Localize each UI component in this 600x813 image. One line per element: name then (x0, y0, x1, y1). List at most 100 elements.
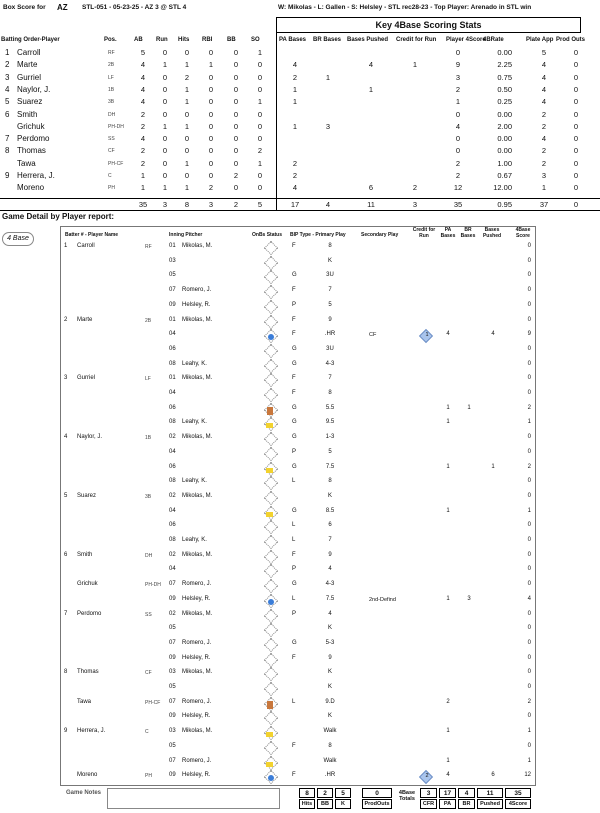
bases-pushed: 6 (491, 772, 495, 779)
pitcher: Mikolas, M. (182, 316, 213, 323)
cell-po: 0 (573, 134, 579, 144)
primary-play: 9 (328, 551, 332, 558)
4base-score: 0 (527, 257, 531, 264)
pa-bases: 1 (446, 595, 450, 602)
player-pos: CF (108, 148, 115, 155)
game-detail-table: Batter # - Player Name Inning Pitcher OnBs… (60, 226, 536, 786)
bip-type: L (292, 537, 296, 543)
player-name: Thomas (17, 146, 46, 156)
inning: 01 (169, 243, 176, 249)
bip-type: F (292, 316, 296, 323)
footer-bp-label: Pushed (477, 799, 503, 809)
onbase-diamond (263, 681, 279, 697)
primary-play: 4 (328, 610, 332, 617)
inning: 02 (169, 492, 176, 499)
onbase-diamond (263, 373, 279, 388)
player-name: Moreno (17, 183, 45, 193)
cell-p4: 0 (455, 146, 461, 156)
4base-score: 0 (527, 360, 531, 367)
cell-p4: 1 (455, 97, 461, 107)
pa-bases: 2 (446, 698, 450, 705)
bip-type: F (292, 551, 296, 558)
cell-pa: 4 (292, 60, 298, 70)
footer-prodouts-value: 0 (362, 788, 392, 798)
pitcher: Leahy, K. (182, 360, 207, 367)
primary-play: K (327, 492, 332, 499)
footer-pa-label: PA (439, 799, 456, 809)
batter-name: Gurriel (77, 375, 96, 382)
4base-score: 2 (527, 463, 531, 470)
cell-app: 2 (541, 109, 547, 119)
cell-po: 0 (573, 146, 579, 156)
inning: 06 (169, 522, 176, 529)
cell-r: 0 (162, 84, 168, 94)
primary-play: .HR (324, 772, 336, 779)
order-number: 9 (5, 171, 10, 180)
cell-h: 0 (184, 146, 190, 156)
col-header-p4: Player 4Score (446, 37, 486, 43)
cell-p4: 9 (455, 60, 461, 70)
inning: 02 (169, 434, 176, 441)
total-pa: 17 (290, 200, 300, 209)
col-header-rbi: RBI (202, 37, 213, 43)
player-name: Perdomo (17, 134, 50, 144)
cell-p4: 2 (455, 84, 461, 94)
4base-score: 0 (527, 684, 531, 690)
inning: 02 (169, 551, 176, 558)
cell-h: 1 (184, 183, 190, 193)
bip-type: L (292, 698, 296, 705)
footer-hits-label: Hits (299, 799, 315, 809)
inning: 06 (169, 404, 176, 411)
inning: 02 (169, 610, 176, 617)
cell-app: 4 (541, 60, 547, 70)
primary-play: 9.5 (325, 419, 335, 426)
pitcher: Mikolas, M. (182, 610, 213, 617)
player-name: Smith (17, 109, 38, 119)
inning: 06 (169, 345, 176, 352)
cell-ab: 4 (140, 84, 146, 94)
pa-bases: 4 (446, 331, 450, 338)
credit-for-run: 1 (425, 332, 429, 339)
cell-po: 0 (573, 171, 579, 180)
detail-header-cfr: Credit for Run (412, 227, 436, 239)
onbase-diamond (263, 534, 279, 550)
bip-type: P (292, 301, 297, 308)
primary-play: Walk (323, 757, 337, 764)
cell-h: 1 (184, 158, 190, 168)
inning: 07 (169, 287, 176, 294)
order-number: 3 (5, 72, 10, 82)
total-bb: 2 (233, 200, 239, 209)
4base-score: 0 (527, 639, 531, 646)
col-header-cfr: Credit for Run (396, 37, 437, 43)
primary-play: 9 (328, 316, 332, 323)
game-notes-field[interactable] (107, 788, 280, 809)
single-marker (266, 761, 273, 767)
primary-play: .HR (324, 331, 336, 338)
primary-play: K (327, 257, 332, 264)
batter-name: Moreno (77, 772, 98, 779)
cell-ab: 2 (140, 158, 146, 168)
cell-so: 0 (257, 109, 263, 119)
footer-br-value: 4 (458, 788, 475, 798)
pitcher: Romero, J. (182, 757, 212, 764)
order-number: 4 (5, 84, 10, 94)
bip-type: L (292, 522, 296, 529)
batter-name: Grichuk (77, 581, 98, 588)
cell-rate: 0.00 (497, 109, 512, 119)
onbase-diamond (263, 520, 279, 535)
4base-score: 0 (527, 448, 531, 455)
cell-rate: 12.00 (493, 183, 512, 193)
cell-r: 0 (162, 97, 168, 107)
footer-prodouts-label: ProdOuts (362, 799, 392, 809)
cell-bb: 0 (233, 48, 239, 57)
col-header-r: Run (156, 37, 168, 43)
inning: 08 (169, 360, 176, 367)
cell-ab: 4 (140, 60, 146, 70)
batter-pos: PH-DH (145, 582, 161, 589)
inning: 05 (169, 272, 176, 279)
onbase-diamond (263, 476, 279, 491)
inning: 04 (169, 448, 176, 455)
player-name: Carroll (17, 48, 41, 57)
pitcher: Mikolas, M. (182, 243, 213, 249)
player-pos: 1B (108, 86, 115, 93)
